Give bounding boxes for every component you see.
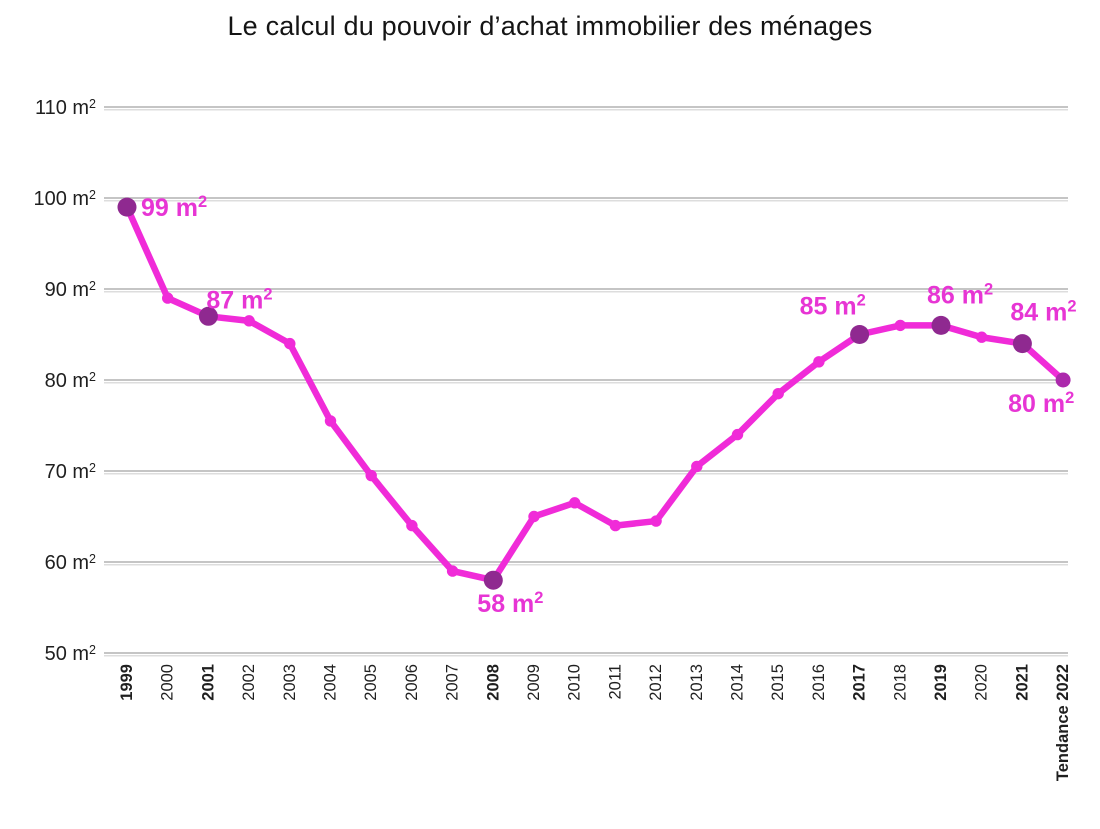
x-tick-label: 2008	[484, 664, 502, 701]
x-tick-label: 2019	[932, 664, 950, 701]
x-tick-label: 2012	[647, 664, 665, 701]
x-tick-label: 2020	[973, 664, 991, 701]
x-tick-label: 2018	[891, 664, 909, 701]
x-tick-label: 2001	[199, 664, 217, 701]
x-tick-label: 2004	[322, 664, 340, 701]
data-label: 99 m2	[141, 193, 207, 222]
data-point	[324, 415, 337, 427]
data-point	[772, 387, 784, 400]
data-point	[691, 460, 703, 473]
y-tick-label: 70 m2	[45, 461, 96, 483]
y-tick-label: 100 m2	[33, 188, 96, 210]
data-point	[976, 331, 988, 343]
data-label: 84 m2	[1010, 298, 1076, 327]
x-tick-label: 1999	[118, 664, 136, 701]
data-label: 80 m2	[1008, 389, 1074, 418]
data-label: 58 m2	[477, 589, 543, 618]
x-tick-label: 2013	[688, 664, 706, 701]
x-tick-label: 2007	[444, 664, 462, 701]
data-label: 85 m2	[800, 292, 866, 321]
x-tick-label: 2021	[1013, 664, 1031, 701]
data-point	[162, 292, 174, 304]
x-tick-label: 2017	[851, 664, 869, 701]
highlighted-data-point	[483, 570, 503, 590]
data-line	[123, 203, 1067, 584]
data-point	[406, 519, 418, 532]
data-point	[365, 469, 377, 482]
data-label: 86 m2	[927, 280, 993, 309]
x-tick-label: 2014	[729, 664, 747, 701]
data-point	[243, 315, 255, 327]
x-tick-label: 2000	[159, 664, 177, 701]
data-point	[650, 515, 662, 527]
highlighted-data-point	[117, 197, 137, 217]
y-tick-label: 80 m2	[45, 370, 96, 392]
data-point	[609, 519, 622, 532]
x-tick-label: 2010	[566, 664, 584, 701]
x-tick-label: 2011	[606, 664, 624, 699]
highlighted-data-point	[198, 306, 218, 326]
x-tick-label: 2009	[525, 664, 543, 701]
data-point	[446, 565, 459, 577]
highlighted-data-point	[850, 325, 870, 344]
highlighted-data-point	[931, 315, 951, 335]
data-point	[813, 356, 825, 368]
y-tick-label: 60 m2	[45, 552, 96, 574]
highlighted-data-point	[1012, 334, 1032, 354]
data-label: 87 m2	[206, 285, 272, 314]
data-point	[731, 428, 744, 441]
x-tick-label: 2016	[810, 664, 828, 701]
x-tick-label: 2002	[240, 664, 258, 701]
data-point	[569, 497, 581, 509]
data-point	[894, 319, 906, 332]
y-tick-label: 90 m2	[45, 279, 96, 301]
trend-data-point	[1055, 372, 1071, 388]
data-point	[528, 510, 540, 523]
x-tick-label: 2005	[362, 664, 380, 701]
chart-title: Le calcul du pouvoir d’achat immobilier …	[227, 11, 873, 41]
x-tick-label: 2015	[769, 664, 787, 701]
data-point	[284, 337, 296, 350]
x-tick-label: 2006	[403, 664, 421, 701]
x-tick-label: 2003	[281, 664, 299, 701]
y-tick-label: 110 m2	[35, 97, 96, 119]
y-tick-label: 50 m2	[45, 643, 96, 665]
x-tick-label: Tendance 2022	[1054, 664, 1072, 781]
